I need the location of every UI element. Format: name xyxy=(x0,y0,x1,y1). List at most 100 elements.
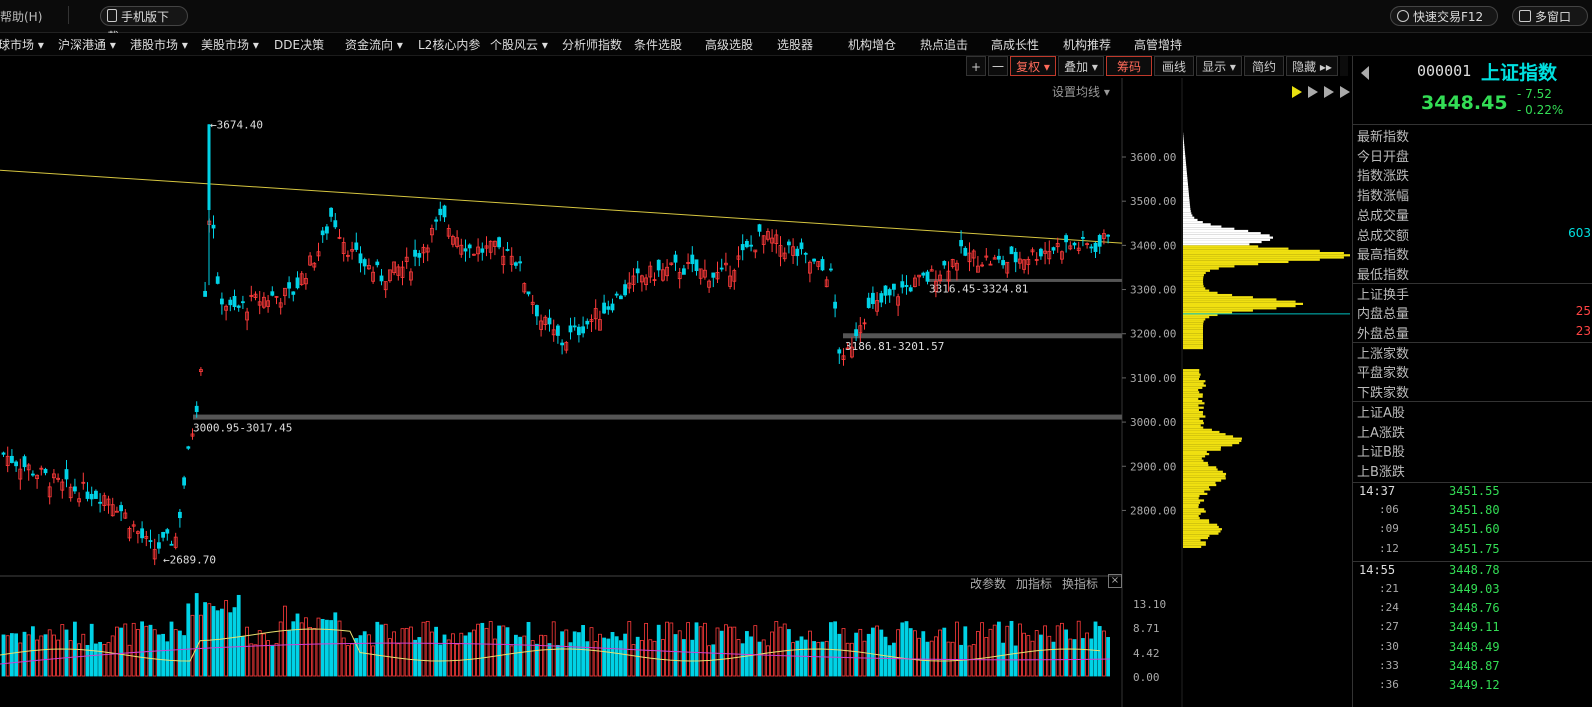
chip-bar xyxy=(1183,344,1203,347)
switch-indicator-button[interactable]: 换指标 xyxy=(1062,577,1099,591)
candle-body xyxy=(1093,242,1098,252)
chip-bar xyxy=(1183,148,1185,151)
candle-body xyxy=(875,300,879,312)
volume-bar xyxy=(64,629,69,677)
help-menu[interactable]: 帮助(H) xyxy=(0,10,43,24)
menu-item[interactable]: 高级选股 xyxy=(705,38,754,52)
hide-panel-button[interactable]: 隐藏 ▸▸ xyxy=(1286,56,1338,76)
chip-bar xyxy=(1183,274,1204,277)
candle-body xyxy=(115,510,119,513)
chip-bar xyxy=(1183,512,1201,515)
candle-body xyxy=(614,293,619,296)
volume-bar xyxy=(715,627,720,677)
menu-item[interactable]: 个股风云 ▾ xyxy=(490,38,548,52)
candle-body xyxy=(39,467,44,470)
volume-bar xyxy=(291,621,296,677)
zoom-out-button[interactable]: 一 xyxy=(988,56,1008,76)
menu-item[interactable]: 资金流向 ▾ xyxy=(345,38,403,52)
candle-body xyxy=(724,262,728,266)
candle-body xyxy=(408,271,413,281)
candle-body xyxy=(682,268,686,275)
close-indicator-icon[interactable]: × xyxy=(1108,574,1122,588)
chip-bar xyxy=(1183,525,1219,529)
volume-bar xyxy=(1051,641,1056,677)
candle-body xyxy=(156,542,161,549)
candle-body xyxy=(509,255,514,265)
candle-body xyxy=(463,248,468,252)
quote-field-label: 内盘总量 xyxy=(1357,307,1410,323)
candle-body xyxy=(362,259,367,267)
menu-item[interactable]: 选股器 xyxy=(777,38,814,52)
menu-item[interactable]: 沪深港通 ▾ xyxy=(58,38,116,52)
volume-bar xyxy=(971,644,976,677)
menu-item[interactable]: 条件选股 xyxy=(634,38,683,52)
candle-body xyxy=(303,278,308,285)
candle-body xyxy=(711,272,716,278)
candle-body xyxy=(976,265,980,273)
overlay-dropdown[interactable]: 叠加 ▾ xyxy=(1058,56,1104,76)
back-arrow-icon[interactable] xyxy=(1361,66,1369,80)
chip-bar xyxy=(1183,335,1203,339)
vol-tick-label: 4.42 xyxy=(1133,647,1160,660)
chip-bar xyxy=(1183,205,1191,208)
candle-body xyxy=(766,231,770,240)
menu-item[interactable]: 机构增仓 xyxy=(848,38,897,52)
candle-body xyxy=(652,279,657,282)
candle-body xyxy=(900,281,905,288)
candle-body xyxy=(1,452,6,455)
draw-line-button[interactable]: 画线 xyxy=(1154,56,1194,76)
menu-item[interactable]: 高成长性 xyxy=(991,38,1040,52)
fullscreen-icon[interactable] xyxy=(1340,56,1348,76)
volume-bar xyxy=(156,634,161,677)
chip-bar xyxy=(1183,477,1226,480)
chip-bar xyxy=(1183,532,1219,535)
display-dropdown[interactable]: 显示 ▾ xyxy=(1196,56,1242,76)
menu-item[interactable]: 球市场 ▾ xyxy=(0,38,44,52)
chip-bar xyxy=(1183,386,1203,389)
candle-body xyxy=(619,295,623,300)
chip-bar xyxy=(1183,318,1206,321)
multi-window-button[interactable]: 多窗口 xyxy=(1512,6,1588,26)
chip-bar xyxy=(1183,528,1222,531)
candle-body xyxy=(203,290,208,297)
volume-bar xyxy=(337,620,342,677)
chips-button[interactable]: 筹码 xyxy=(1106,56,1152,76)
set-ma-dropdown[interactable]: 设置均线 ▾ xyxy=(1052,85,1110,99)
menu-item[interactable]: L2核心内参 xyxy=(418,38,481,52)
menu-item[interactable]: 机构推荐 xyxy=(1063,38,1112,52)
mobile-download-button[interactable]: 手机版下载 xyxy=(100,6,188,44)
candle-body xyxy=(938,274,942,282)
simple-mode-button[interactable]: 简约 xyxy=(1244,56,1284,76)
chip-toggle-icon xyxy=(1324,86,1334,98)
fuquan-dropdown[interactable]: 复权 ▾ xyxy=(1010,56,1056,76)
volume-bar xyxy=(673,634,678,677)
volume-bar xyxy=(60,624,65,677)
divider xyxy=(1353,124,1592,125)
chip-bar xyxy=(1183,543,1206,546)
volume-bar xyxy=(602,637,606,677)
zoom-in-button[interactable]: + xyxy=(966,56,986,76)
menu-item[interactable]: DDE决策 xyxy=(274,38,325,52)
volume-bar xyxy=(366,634,371,677)
menu-item[interactable]: 美股市场 ▾ xyxy=(201,38,259,52)
quick-trade-button[interactable]: 快速交易F12 xyxy=(1390,6,1498,26)
menu-item[interactable]: 港股市场 ▾ xyxy=(130,38,188,52)
volume-bar xyxy=(459,632,464,677)
menu-item[interactable]: 分析师指数 xyxy=(562,38,623,52)
volume-bar xyxy=(429,631,434,677)
chip-bar xyxy=(1183,435,1234,438)
quote-field-label: 上证B股 xyxy=(1357,445,1405,461)
volume-bar xyxy=(308,627,313,677)
kline-chart[interactable]: 3600.00 3500.00 3400.00 3300.00 3200.00 3100.… xyxy=(0,78,1350,707)
candle-body xyxy=(782,252,787,260)
volume-bar xyxy=(581,625,585,677)
volume-bar xyxy=(866,633,871,677)
change-params-button[interactable]: 改参数 xyxy=(970,577,1007,591)
candle-body xyxy=(753,249,758,253)
candle-body xyxy=(119,505,123,512)
menu-item[interactable]: 热点追击 xyxy=(920,38,969,52)
candle-body xyxy=(593,308,598,320)
menu-item[interactable]: 高管增持 xyxy=(1134,38,1183,52)
add-indicator-button[interactable]: 加指标 xyxy=(1016,577,1053,591)
chart-area[interactable]: 3600.00 3500.00 3400.00 3300.00 3200.00 3100.… xyxy=(0,78,1350,707)
